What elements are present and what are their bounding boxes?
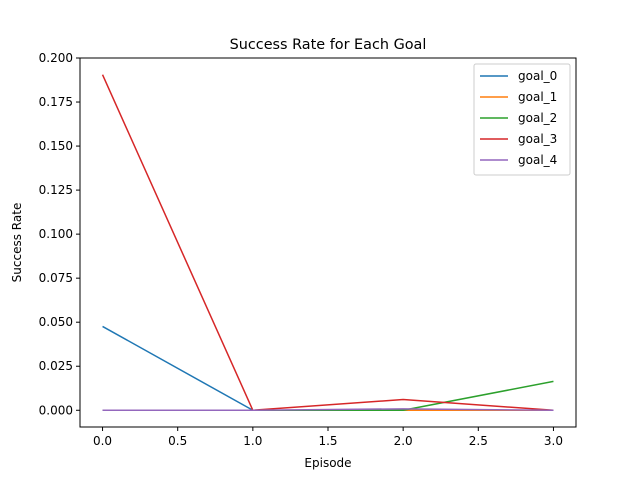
y-axis-label: Success Rate — [10, 203, 24, 283]
legend-label-goal_2: goal_2 — [518, 111, 557, 125]
series-lines — [101, 74, 554, 412]
axes-frame — [79, 57, 577, 428]
y-tick-label: 0.100 — [39, 227, 73, 241]
x-tick-label: 0.5 — [168, 434, 187, 448]
legend-box — [473, 63, 571, 176]
y-tick-label: 0.125 — [39, 183, 73, 197]
y-tick-label: 0.075 — [39, 271, 73, 285]
x-axis-ticks: 0.0 0.5 1.0 1.5 2.0 2.5 3.0 — [93, 427, 563, 448]
y-tick-label: 0.200 — [39, 51, 73, 65]
y-tick-label: 0.000 — [39, 403, 73, 417]
y-tick-label: 0.150 — [39, 139, 73, 153]
x-axis-label: Episode — [304, 456, 351, 470]
y-tick-label: 0.175 — [39, 95, 73, 109]
x-tick-label: 2.5 — [469, 434, 488, 448]
x-tick-label: 0.0 — [93, 434, 112, 448]
x-tick-label: 2.0 — [394, 434, 413, 448]
legend-label-goal_0: goal_0 — [518, 69, 557, 83]
series-line-goal_4 — [102, 408, 554, 412]
x-tick-label: 1.5 — [318, 434, 337, 448]
series-line-goal_3 — [101, 74, 554, 412]
chart-title: Success Rate for Each Goal — [230, 37, 427, 53]
legend: goal_0 goal_1 goal_2 goal_3 goal_4 — [473, 63, 571, 176]
y-tick-label: 0.025 — [39, 359, 73, 373]
y-tick-label: 0.050 — [39, 315, 73, 329]
x-tick-label: 3.0 — [544, 434, 563, 448]
y-axis-ticks: 0.000 0.025 0.050 0.075 0.100 0.125 0.150 0.175… — [39, 51, 80, 417]
legend-label-goal_4: goal_4 — [518, 153, 557, 167]
legend-label-goal_1: goal_1 — [518, 90, 557, 104]
series-line-goal_0 — [102, 325, 554, 412]
legend-label-goal_3: goal_3 — [518, 132, 557, 146]
x-tick-label: 1.0 — [243, 434, 262, 448]
